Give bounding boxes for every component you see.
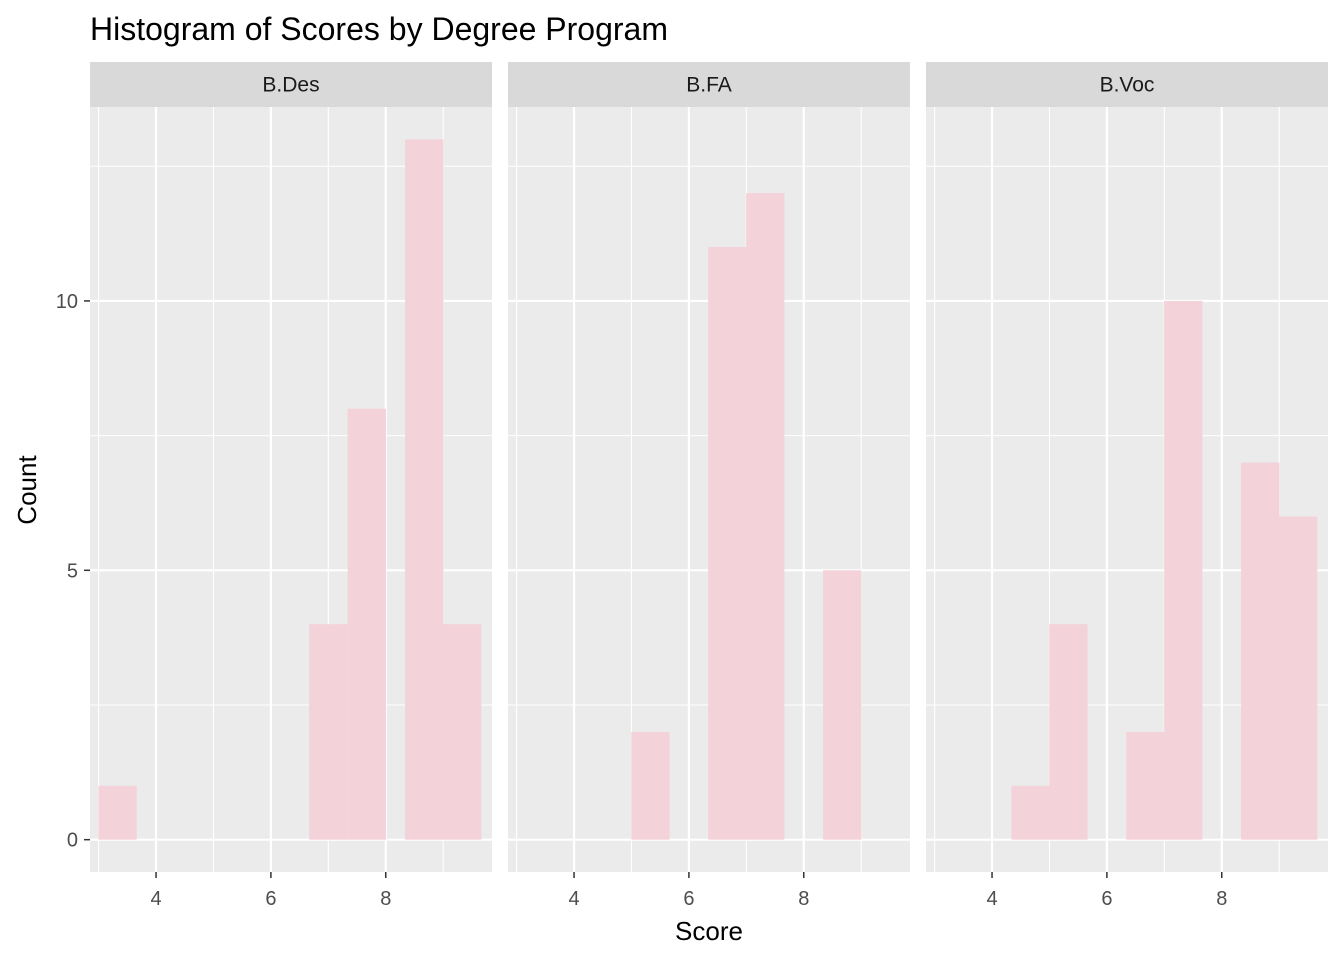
histogram-bar	[405, 139, 444, 840]
y-axis-title: Count	[12, 455, 42, 525]
histogram-bar	[309, 624, 348, 840]
y-tick-label: 10	[56, 291, 78, 313]
x-tick-label: 4	[150, 888, 161, 910]
histogram-bar	[823, 570, 862, 840]
facet-strip	[90, 62, 492, 107]
histogram-bar	[347, 408, 386, 840]
x-tick-label: 6	[683, 888, 694, 910]
histogram-bar	[1126, 731, 1165, 840]
y-tick-label: 0	[67, 830, 78, 852]
x-tick-label: 6	[265, 888, 276, 910]
histogram-bar	[1241, 462, 1280, 840]
histogram-bar	[1164, 300, 1203, 840]
x-tick-label: 8	[380, 888, 391, 910]
histogram-bar	[1049, 624, 1088, 840]
y-axis: 0 5 10	[56, 291, 90, 852]
histogram-bar	[98, 785, 137, 840]
y-tick-label: 5	[67, 560, 78, 582]
x-tick-label: 4	[986, 888, 997, 910]
facet-strip-label: B.Voc	[1100, 74, 1155, 97]
histogram-bar	[442, 624, 482, 840]
x-tick-label: 8	[798, 888, 809, 910]
facet-strip	[926, 62, 1328, 107]
x-axis-title: Score	[675, 916, 743, 946]
histogram-bar	[1278, 516, 1318, 840]
facet-panel-b-des: B.Des 4 6 8	[90, 62, 492, 910]
histogram-bar	[746, 193, 785, 840]
x-tick-label: 6	[1101, 888, 1112, 910]
facet-strip-label: B.Des	[262, 74, 319, 97]
histogram-bar	[708, 247, 747, 840]
x-tick-label: 8	[1216, 888, 1227, 910]
facet-strip	[508, 62, 910, 107]
histogram-bar	[631, 731, 670, 840]
facet-panel-b-fa: B.FA 4 6 8	[508, 62, 910, 910]
chart-title: Histogram of Scores by Degree Program	[90, 11, 668, 47]
x-tick-label: 4	[568, 888, 579, 910]
facet-strip-label: B.FA	[686, 74, 732, 97]
facet-panels: B.Des 4 6 8 B.FA 4 6 8 B.Voc 4 6 8	[90, 62, 1328, 910]
histogram-bar	[1011, 785, 1050, 840]
facet-panel-b-voc: B.Voc 4 6 8	[926, 62, 1328, 910]
